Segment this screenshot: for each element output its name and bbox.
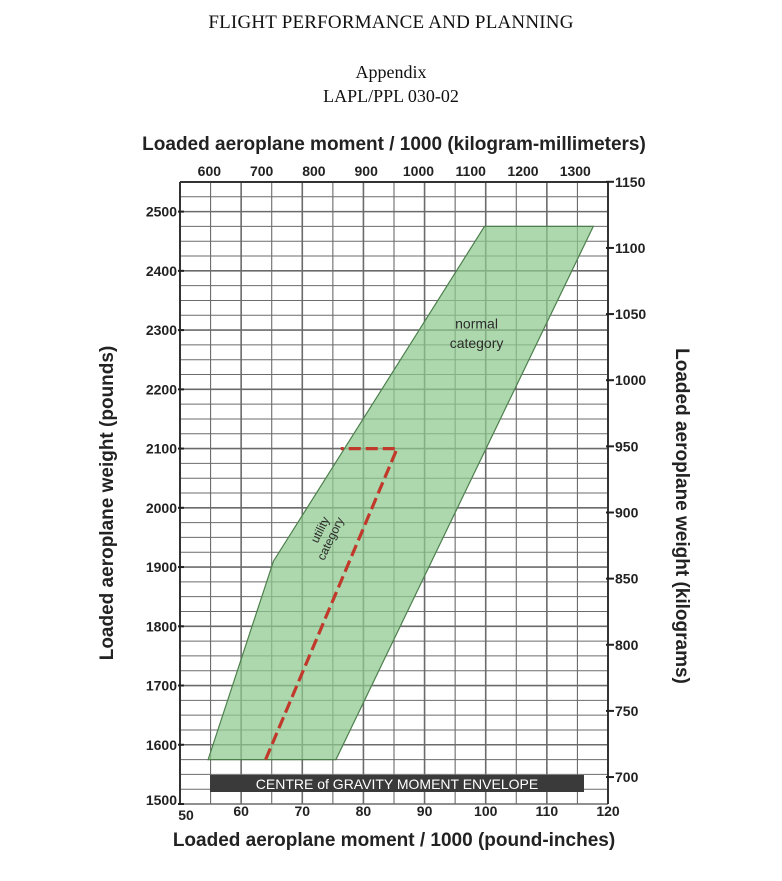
y-tick-label: 2000: [146, 500, 177, 516]
y-tick-label: 2200: [146, 381, 177, 397]
y2-axis-title: Loaded aeroplane weight (kilograms): [671, 348, 692, 684]
y-axis-title: Loaded aeroplane weight (pounds): [97, 346, 118, 661]
chart-labels: Loaded aeroplane moment / 1000 (pound-in…: [97, 134, 692, 851]
y2-tick-label: 950: [615, 438, 639, 454]
chart-ticks: 50 60 70 80 90 100 110 120 1500 1600 1700 1800 1900 2…: [146, 163, 647, 823]
x-tick-label: 100: [474, 803, 498, 819]
y-tick-label: 1900: [146, 559, 177, 575]
x2-tick-label: 700: [250, 163, 274, 179]
x2-tick-label: 1100: [456, 163, 487, 179]
x2-tick-label: 1300: [560, 163, 591, 179]
y2-tick-label: 1050: [615, 306, 646, 322]
x2-tick-label: 900: [355, 163, 379, 179]
y-tick-label: 2100: [146, 441, 177, 457]
document-reference: LAPL/PPL 030-02: [323, 86, 459, 106]
x2-tick-label: 1200: [507, 163, 538, 179]
x-tick-label: 110: [536, 803, 559, 819]
x-tick-label: 120: [596, 803, 620, 819]
region-annotation: category: [450, 335, 504, 351]
document-title: FLIGHT PERFORMANCE AND PLANNING: [208, 12, 574, 33]
y2-tick-label: 800: [615, 637, 639, 653]
x-tick-label: 50: [178, 807, 194, 823]
chart-series: [207, 225, 595, 761]
chart-title-banner: [210, 775, 584, 792]
region-annotation: normal: [455, 315, 498, 331]
x2-axis-title: Loaded aeroplane moment / 1000 (kilogram…: [142, 134, 646, 155]
y-tick-label: 1700: [146, 678, 177, 694]
x-tick-label: 60: [233, 803, 249, 819]
y2-tick-label: 1150: [615, 174, 646, 190]
y-tick-label: 1500: [146, 792, 177, 808]
y2-tick-label: 700: [615, 769, 639, 785]
y-tick-label: 2500: [146, 204, 177, 220]
x2-tick-label: 1000: [403, 163, 434, 179]
chart-frame: [179, 181, 609, 804]
series-area-normal-category: [207, 225, 595, 761]
y-tick-label: 1600: [146, 737, 177, 753]
x-axis-title: Loaded aeroplane moment / 1000 (pound-in…: [173, 830, 615, 851]
y2-tick-label: 1000: [615, 372, 646, 388]
y2-tick-label: 750: [615, 703, 639, 719]
y2-tick-label: 850: [615, 571, 639, 587]
y2-tick-label: 1100: [615, 240, 646, 256]
y2-tick-label: 900: [615, 504, 639, 520]
y-tick-label: 2300: [146, 322, 177, 338]
x-tick-label: 80: [356, 803, 372, 819]
x-tick-label: 90: [417, 803, 433, 819]
x2-tick-label: 800: [302, 163, 326, 179]
y-tick-label: 2400: [146, 263, 177, 279]
x2-tick-label: 600: [198, 163, 222, 179]
chart-title: CENTRE of GRAVITY MOMENT ENVELOPE: [256, 776, 538, 792]
y-tick-label: 1800: [146, 618, 177, 634]
x-tick-label: 70: [294, 803, 310, 819]
appendix-label: Appendix: [355, 62, 427, 82]
series-line-utility-category: [264, 447, 400, 761]
